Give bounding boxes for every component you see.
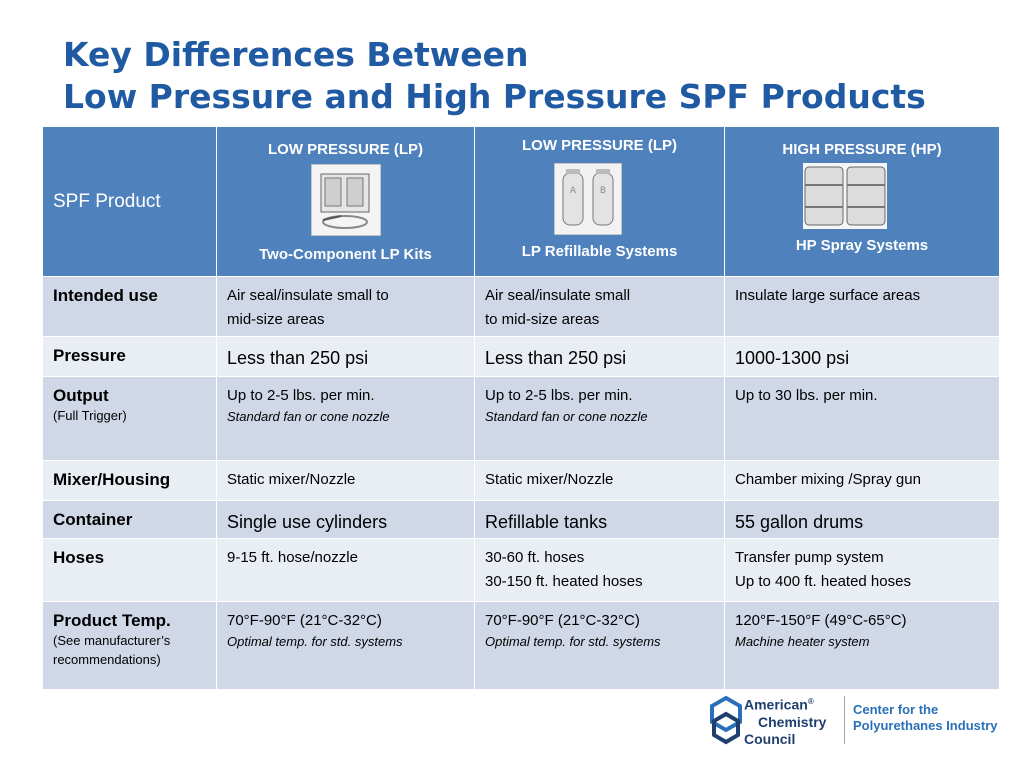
header-col-3-title: HIGH PRESSURE (HP) [782, 141, 942, 158]
row-label: Pressure [42, 336, 217, 377]
acc-line-3: Council [744, 730, 796, 747]
cpi-line-1: Center for the [853, 702, 939, 717]
header-row: SPF Product LOW PRESSURE (LP) [42, 126, 1000, 277]
cell-lp-refillable: Static mixer/Nozzle [474, 460, 725, 501]
cell-hp: Chamber mixing /Spray gun [724, 460, 1000, 501]
cell-lp-refillable: Less than 250 psi [474, 336, 725, 377]
acc-hexagon-icon [710, 695, 742, 745]
cell-hp: 55 gallon drums [724, 500, 1000, 539]
cell-lp-kits: Air seal/insulate small to mid-size areas [216, 276, 475, 337]
row-container: Container Single use cylinders Refillabl… [42, 500, 1000, 539]
acc-line-2: Chemistry [758, 713, 827, 730]
cell-lp-kits: Up to 2-5 lbs. per min. Standard fan or c… [216, 376, 475, 461]
cell-hp: 120°F-150°F (49°C-65°C) Machine heater sy… [724, 601, 1000, 690]
header-col-lp-refillable: LOW PRESSURE (LP) A B LP Refillable Sys [474, 126, 725, 277]
acc-cpi-logo: American® Chemistry Council Center for t… [708, 690, 1008, 750]
svg-text:B: B [599, 186, 605, 196]
header-col-2-title: LOW PRESSURE (LP) [521, 137, 677, 154]
header-col-hp: HIGH PRESSURE (HP) HP Spray Systems [724, 126, 1000, 277]
row-label: Hoses [42, 538, 217, 602]
cell-lp-refillable: Refillable tanks [474, 500, 725, 539]
hp-drums-image [803, 163, 887, 234]
row-label: Mixer/Housing [42, 460, 217, 501]
header-col-3-caption: HP Spray Systems [795, 237, 929, 254]
cell-lp-refillable: Air seal/insulate small to mid-size areas [474, 276, 725, 337]
cell-lp-kits: Less than 250 psi [216, 336, 475, 377]
lp-kit-box-image [310, 163, 381, 241]
comparison-table: SPF Product LOW PRESSURE (LP) [42, 126, 1000, 690]
header-col-lp-kits: LOW PRESSURE (LP) Two-Component LP Kits [216, 126, 475, 277]
row-hoses: Hoses 9-15 ft. hose/nozzle 30-60 ft. hos… [42, 538, 1000, 602]
logo-divider [844, 696, 845, 744]
cell-hp: 1000-1300 psi [724, 336, 1000, 377]
cell-lp-kits: 9-15 ft. hose/nozzle [216, 538, 475, 602]
title-line-2: Low Pressure and High Pressure SPF Produ… [63, 77, 926, 116]
row-product-temp: Product Temp. (See manufacturer’s recomme… [42, 601, 1000, 690]
title-line-1: Key Differences Between [63, 35, 529, 74]
header-label: SPF Product [42, 126, 217, 277]
header-col-2-caption: LP Refillable Systems [521, 243, 678, 260]
cpi-wordmark: Center for the Polyurethanes Industry [853, 702, 997, 734]
row-label: Intended use [42, 276, 217, 337]
cell-lp-refillable: Up to 2-5 lbs. per min. Standard fan or c… [474, 376, 725, 461]
row-label: Product Temp. (See manufacturer’s recomme… [42, 601, 217, 690]
cell-lp-kits: Static mixer/Nozzle [216, 460, 475, 501]
row-intended-use: Intended use Air seal/insulate small to m… [42, 276, 1000, 337]
row-label: Container [42, 500, 217, 539]
cell-lp-refillable: 70°F-90°F (21°C-32°C) Optimal temp. for s… [474, 601, 725, 690]
acc-line-1: American® [744, 696, 814, 713]
cpi-line-2: Polyurethanes Industry [853, 718, 998, 733]
row-output: Output (Full Trigger) Up to 2-5 lbs. per … [42, 376, 1000, 461]
acc-wordmark: American® Chemistry Council [744, 693, 826, 748]
header-col-1-title: LOW PRESSURE (LP) [267, 141, 423, 158]
cell-hp: Up to 30 lbs. per min. [724, 376, 1000, 461]
header-col-1-caption: Two-Component LP Kits [259, 246, 432, 263]
cell-hp: Insulate large surface areas [724, 276, 1000, 337]
cell-lp-kits: 70°F-90°F (21°C-32°C) Optimal temp. for s… [216, 601, 475, 690]
cell-lp-kits: Single use cylinders [216, 500, 475, 539]
cell-lp-refillable: 30-60 ft. hoses 30-150 ft. heated hoses [474, 538, 725, 602]
cell-hp: Transfer pump system Up to 400 ft. heated… [724, 538, 1000, 602]
row-pressure: Pressure Less than 250 psi Less than 250… [42, 336, 1000, 377]
lp-refillable-tanks-image: A B [553, 162, 622, 240]
slide-title: Key Differences Between Low Pressure and… [63, 34, 926, 118]
svg-text:A: A [569, 186, 576, 196]
row-label: Output (Full Trigger) [42, 376, 217, 461]
row-mixer-housing: Mixer/Housing Static mixer/Nozzle Static… [42, 460, 1000, 501]
